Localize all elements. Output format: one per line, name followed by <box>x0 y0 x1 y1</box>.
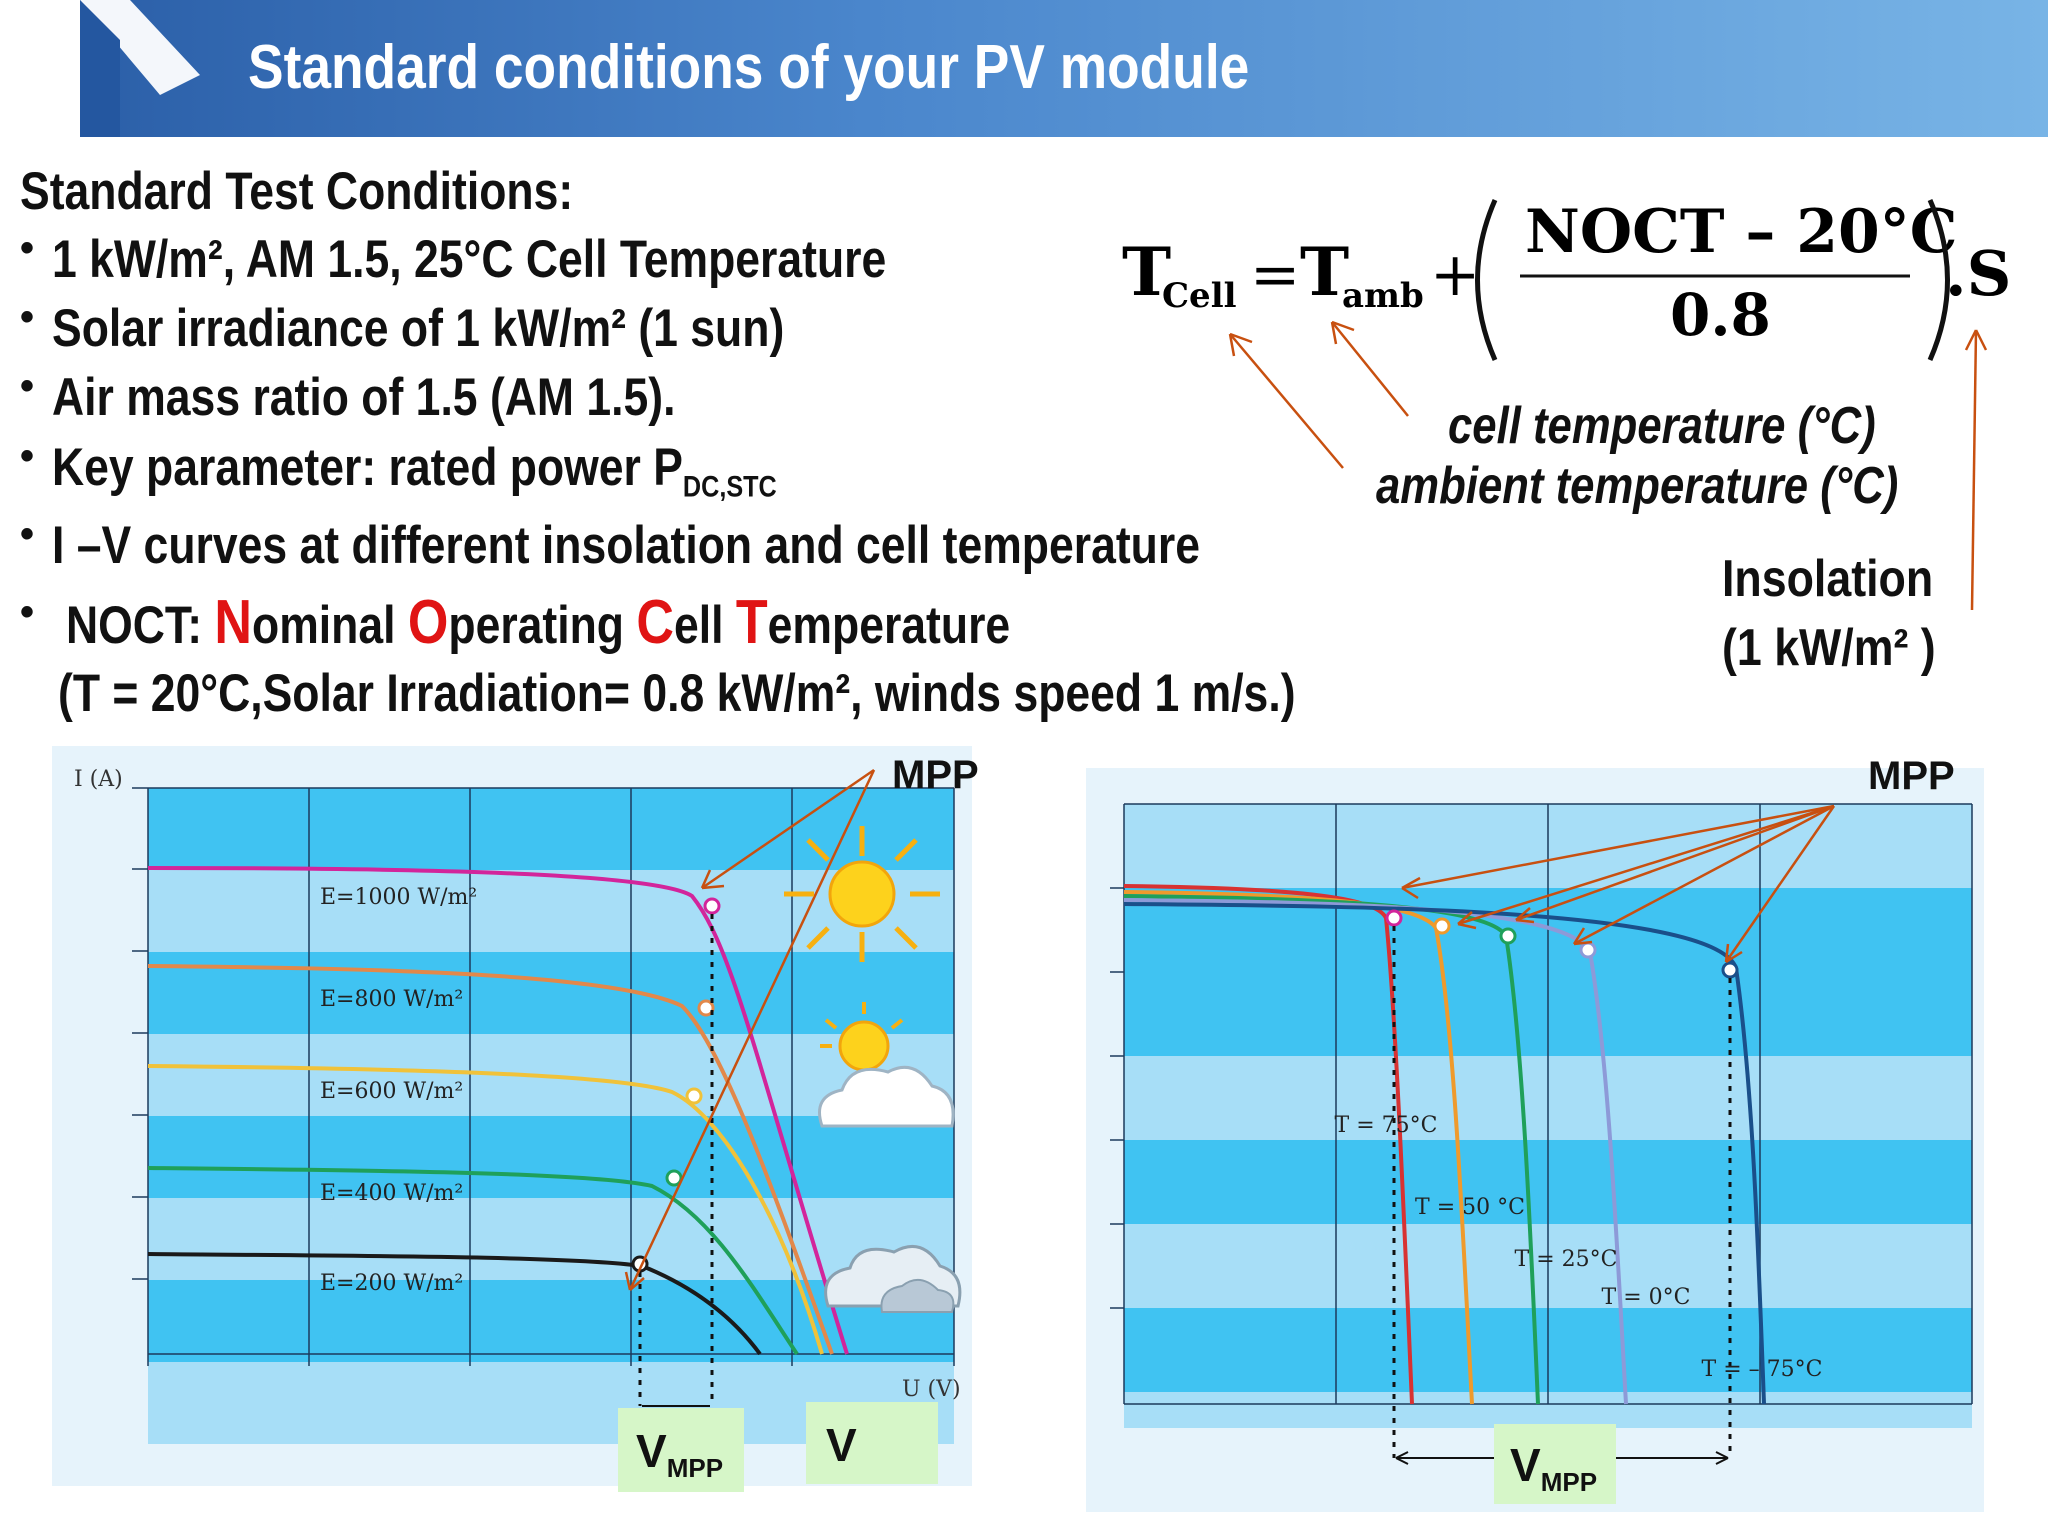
bullet-dot: • <box>20 512 35 556</box>
formula-denominator: 0.8 <box>1670 281 1771 349</box>
series-line-400 <box>147 1166 799 1356</box>
series-label-800: E=800 W/m² <box>320 987 463 1012</box>
mpp-label-left: MPP <box>892 753 979 797</box>
formula-right-paren <box>1927 198 1950 362</box>
partly-cloudy-icon <box>818 1002 955 1128</box>
mpp-point-600 <box>685 1087 703 1105</box>
vmpp-label-box-right <box>1494 1424 1616 1504</box>
mpp-point-minus75c <box>1721 961 1739 979</box>
mpp-arrows <box>624 768 876 1291</box>
mpp-point-25c <box>1499 927 1517 945</box>
series-line-50c <box>1123 890 1474 1405</box>
series-line-75c <box>1123 884 1414 1405</box>
x-axis-label: U (V) <box>902 1377 961 1402</box>
bullet-dot: • <box>20 226 35 270</box>
sun-icon <box>784 826 940 962</box>
series-line-800 <box>147 964 834 1355</box>
series-label-25c: T = 25°C <box>1515 1247 1618 1272</box>
condition-item-3: Air mass ratio of 1.5 (AM 1.5). <box>52 368 676 427</box>
cell-temperature-label: cell temperature (°C) <box>1448 397 1876 455</box>
formula-numerator: NOCT – 20°C <box>1525 197 1958 267</box>
cloud-icon <box>824 1244 962 1313</box>
plot-area <box>148 788 954 1444</box>
formula-plus: + <box>1430 240 1480 310</box>
formula-cell-subscript: Cell <box>1162 276 1237 316</box>
iv-irradiance-chart: I (A) U (V) E=1000 W/m² E=800 W/m² E=600… <box>52 746 972 1486</box>
vmpp-label-right: VMPP <box>1510 1439 1598 1498</box>
v-label-box <box>806 1402 938 1484</box>
series-label-50c: T = 50 °C <box>1415 1195 1525 1220</box>
series-label-75c: T = 75°C <box>1335 1113 1438 1138</box>
y-axis-label: I (A) <box>74 767 123 792</box>
v-label: V <box>826 1419 857 1471</box>
mpp-point-400 <box>665 1169 683 1187</box>
vmpp-span-arrow <box>1395 1451 1729 1465</box>
noct-definition: NOCT: Nominal Operating Cell Temperature <box>66 588 1011 657</box>
vmpp-label-left: VMPP <box>636 1425 724 1484</box>
series-line-600 <box>147 1064 824 1355</box>
ambient-temperature-label: ambient temperature (°C) <box>1376 457 1899 515</box>
mpp-point-1000 <box>703 897 721 915</box>
series-label-400: E=400 W/m² <box>320 1181 463 1206</box>
formula-t-cell: T <box>1122 233 1171 311</box>
mpp-point-50c <box>1433 917 1451 935</box>
formula-amb-subscript: amb <box>1342 276 1424 316</box>
mpp-point-800 <box>697 999 715 1017</box>
series-label-200: E=200 W/m² <box>320 1271 463 1296</box>
noct-detail: (T = 20°C,Solar Irradiation= 0.8 kW/m², … <box>58 664 1296 723</box>
header-banner <box>80 0 2048 137</box>
condition-item-5: I –V curves at different insolation and … <box>52 516 1200 575</box>
series-label-1000: E=1000 W/m² <box>320 885 477 910</box>
insolation-label: Insolation <box>1722 550 1934 608</box>
bullet-dot: • <box>20 434 35 478</box>
logo-icon <box>80 0 200 137</box>
series-line-200 <box>147 1252 762 1356</box>
gridlines <box>132 787 955 1366</box>
formula-left-paren <box>1475 198 1498 362</box>
condition-item-4: Key parameter: rated power PDC,STC <box>52 438 777 504</box>
condition-item-2: Solar irradiance of 1 kW/m² (1 sun) <box>52 299 785 358</box>
bullet-dot: • <box>20 295 35 339</box>
page-title: Standard conditions of your PV module <box>248 33 1250 102</box>
cell-temperature-formula: T Cell = T amb + NOCT – 20°C 0.8 .S <box>1122 197 2011 362</box>
bullet-dot: • <box>20 590 35 634</box>
mpp-point-0c <box>1579 941 1597 959</box>
gridlines <box>1110 803 1973 1405</box>
series-label-600: E=600 W/m² <box>320 1079 463 1104</box>
formula-equals: = <box>1250 240 1300 310</box>
iv-temperature-chart: T = 75°C T = 50 °C T = 25°C T = 0°C T = … <box>1086 768 1984 1512</box>
series-line-1000 <box>147 866 849 1355</box>
conditions-heading: Standard Test Conditions: <box>20 162 574 221</box>
series-label-0c: T = 0°C <box>1602 1285 1691 1310</box>
mpp-point-75c <box>1385 909 1403 927</box>
mpp-arrows <box>1401 804 1836 964</box>
series-label-minus75c: T = – 75°C <box>1702 1357 1823 1382</box>
annotation-arrows <box>1228 320 1988 611</box>
vmpp-label-box-left <box>618 1408 744 1492</box>
mpp-label-right: MPP <box>1868 754 1955 798</box>
formula-t-amb: T <box>1300 233 1349 311</box>
insolation-value: (1 kW/m² ) <box>1722 619 1936 677</box>
condition-item-1: 1 kW/m², AM 1.5, 25°C Cell Temperature <box>52 230 887 289</box>
formula-insolation-factor: .S <box>1945 237 2011 310</box>
bullet-dot: • <box>20 364 35 408</box>
